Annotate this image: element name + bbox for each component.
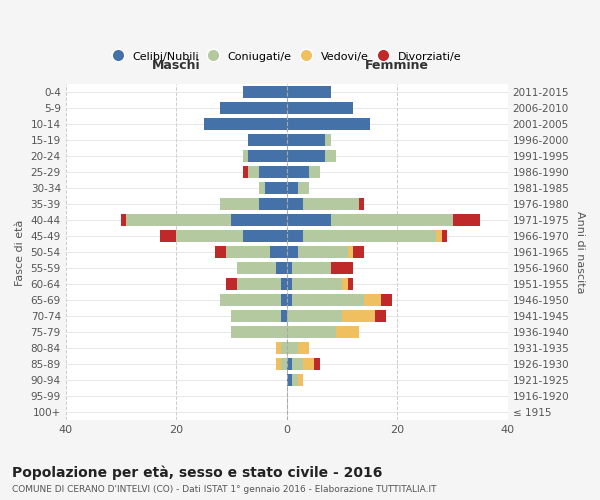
Bar xyxy=(287,198,304,210)
Bar xyxy=(287,246,298,258)
Text: Femmine: Femmine xyxy=(365,58,429,71)
Bar xyxy=(442,230,447,242)
Bar xyxy=(232,214,287,226)
Bar xyxy=(281,294,287,306)
Bar xyxy=(220,102,287,115)
Bar xyxy=(287,358,292,370)
Bar xyxy=(304,358,314,370)
Bar xyxy=(220,294,281,306)
Bar xyxy=(364,294,381,306)
Bar xyxy=(287,150,325,162)
Bar xyxy=(287,134,325,146)
Bar xyxy=(292,358,304,370)
Bar xyxy=(275,342,281,354)
Bar xyxy=(259,198,287,210)
Bar xyxy=(220,198,259,210)
Bar xyxy=(287,310,342,322)
Bar xyxy=(287,182,298,194)
Text: Popolazione per età, sesso e stato civile - 2016: Popolazione per età, sesso e stato civil… xyxy=(12,465,382,479)
Bar xyxy=(331,214,452,226)
Bar xyxy=(337,326,359,338)
Bar xyxy=(342,278,347,290)
Bar xyxy=(232,310,281,322)
Y-axis label: Anni di nascita: Anni di nascita xyxy=(575,211,585,294)
Bar xyxy=(287,326,337,338)
Bar xyxy=(248,166,259,178)
Bar xyxy=(298,246,347,258)
Bar xyxy=(298,182,309,194)
Bar xyxy=(281,310,287,322)
Bar xyxy=(281,342,287,354)
Bar xyxy=(287,86,331,99)
Bar xyxy=(292,294,364,306)
Bar xyxy=(287,166,309,178)
Bar xyxy=(292,278,342,290)
Bar xyxy=(298,374,304,386)
Bar xyxy=(304,230,436,242)
Bar xyxy=(375,310,386,322)
Y-axis label: Fasce di età: Fasce di età xyxy=(15,219,25,286)
Bar xyxy=(226,246,270,258)
Bar xyxy=(270,246,287,258)
Bar xyxy=(248,134,287,146)
Bar xyxy=(331,262,353,274)
Bar xyxy=(237,262,275,274)
Bar xyxy=(287,294,292,306)
Bar xyxy=(287,262,292,274)
Bar xyxy=(275,358,281,370)
Bar xyxy=(242,86,287,99)
Bar xyxy=(127,214,232,226)
Bar xyxy=(436,230,442,242)
Bar xyxy=(342,310,375,322)
Bar xyxy=(353,246,364,258)
Bar xyxy=(242,166,248,178)
Bar xyxy=(248,150,287,162)
Bar xyxy=(347,246,353,258)
Bar xyxy=(265,182,287,194)
Bar xyxy=(287,374,292,386)
Bar xyxy=(292,374,298,386)
Bar xyxy=(314,358,320,370)
Text: COMUNE DI CERANO D'INTELVI (CO) - Dati ISTAT 1° gennaio 2016 - Elaborazione TUTT: COMUNE DI CERANO D'INTELVI (CO) - Dati I… xyxy=(12,485,437,494)
Bar xyxy=(281,278,287,290)
Bar xyxy=(259,166,287,178)
Bar xyxy=(287,230,304,242)
Bar xyxy=(226,278,237,290)
Bar xyxy=(298,342,309,354)
Bar xyxy=(232,326,287,338)
Bar xyxy=(381,294,392,306)
Bar xyxy=(242,230,287,242)
Bar xyxy=(325,134,331,146)
Bar xyxy=(287,102,353,115)
Bar xyxy=(176,230,242,242)
Bar xyxy=(281,358,287,370)
Bar xyxy=(215,246,226,258)
Bar xyxy=(287,342,298,354)
Bar xyxy=(160,230,176,242)
Bar xyxy=(325,150,337,162)
Bar xyxy=(204,118,287,130)
Bar xyxy=(287,118,370,130)
Bar xyxy=(359,198,364,210)
Bar xyxy=(452,214,480,226)
Bar xyxy=(347,278,353,290)
Bar xyxy=(309,166,320,178)
Bar xyxy=(242,150,248,162)
Bar xyxy=(287,278,292,290)
Bar xyxy=(121,214,127,226)
Bar xyxy=(275,262,287,274)
Bar xyxy=(259,182,265,194)
Bar xyxy=(237,278,281,290)
Legend: Celibi/Nubili, Coniugati/e, Vedovi/e, Divorziati/e: Celibi/Nubili, Coniugati/e, Vedovi/e, Di… xyxy=(108,46,466,66)
Text: Maschi: Maschi xyxy=(152,58,200,71)
Bar xyxy=(304,198,359,210)
Bar xyxy=(287,214,331,226)
Bar xyxy=(292,262,331,274)
